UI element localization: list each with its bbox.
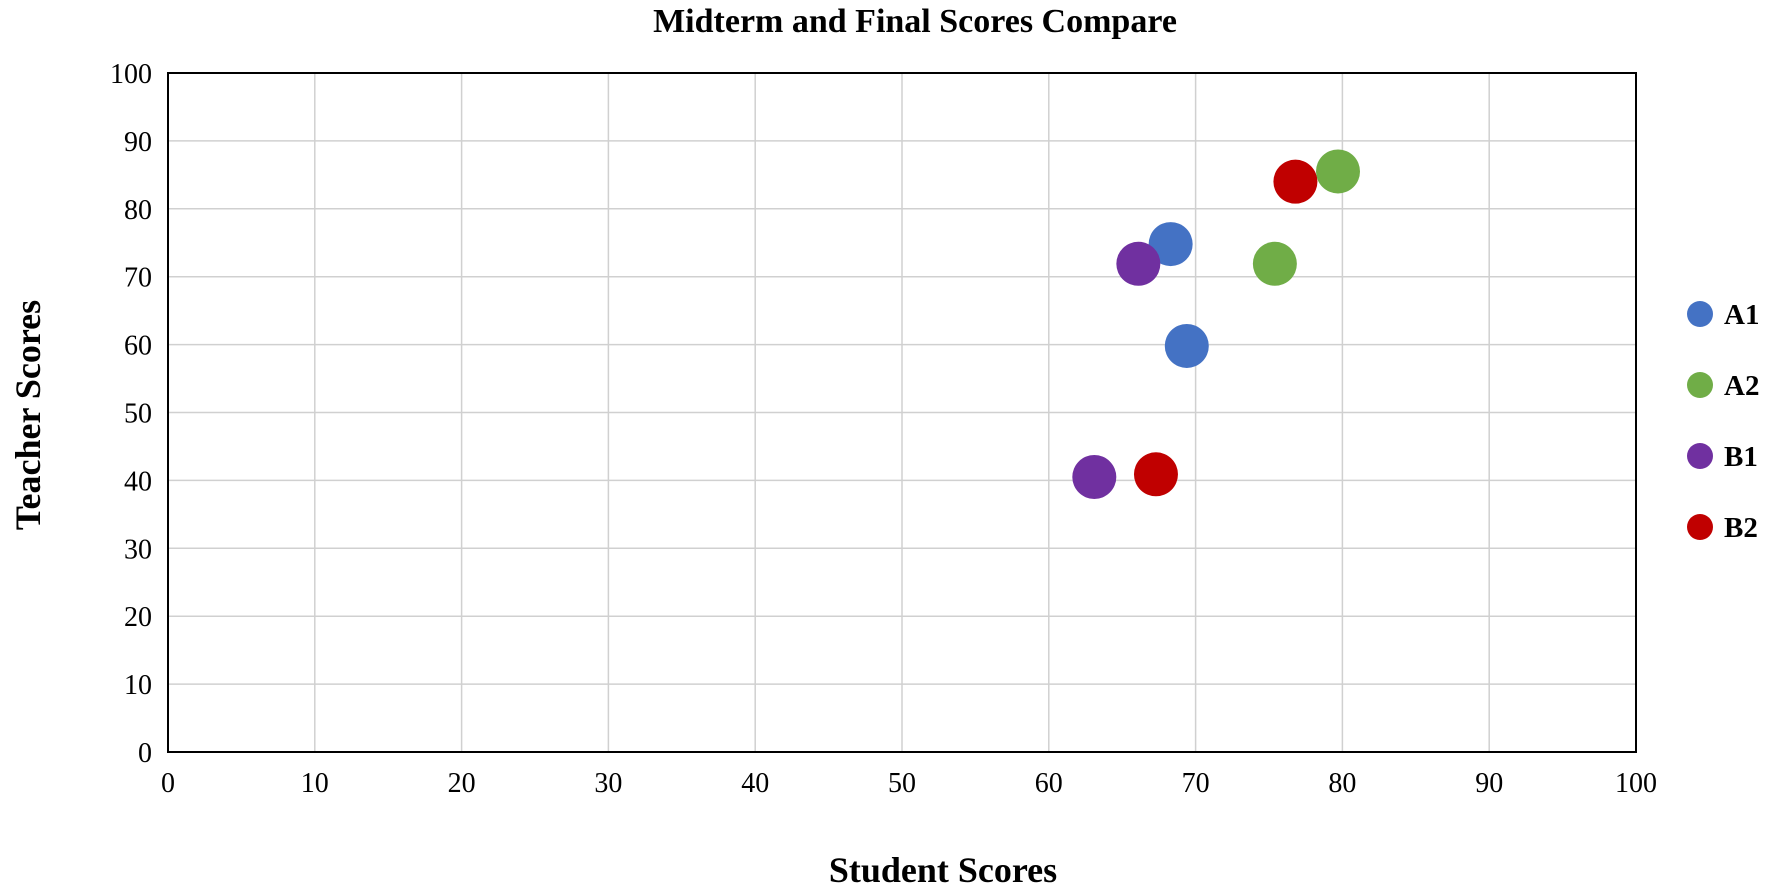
legend-marker-a2 [1687,372,1713,398]
x-tick-label: 80 [1328,768,1356,799]
y-tick-label: 40 [124,466,152,497]
y-tick-label: 0 [138,738,152,769]
x-tick-label: 10 [301,768,329,799]
data-point-b1 [1072,455,1117,500]
legend-label-b1: B1 [1724,441,1758,473]
legend-marker-b2 [1687,514,1713,540]
y-tick-label: 70 [124,263,152,294]
legend-marker-a1 [1687,301,1713,327]
x-tick-label: 50 [888,768,916,799]
data-points [1072,149,1360,500]
data-point-a1 [1148,222,1193,267]
legend-marker-b1 [1687,443,1713,469]
y-tick-label: 60 [124,331,152,362]
data-point-a2 [1252,241,1297,286]
data-point-b1 [1116,241,1161,286]
x-tick-label: 70 [1182,768,1210,799]
y-tick-label: 50 [124,399,152,430]
tick-labels: 0 10 20 30 40 50 60 70 80 90 100 0 10 20 30 40 50 60 70 80 9… [110,59,1657,799]
plot-frame [167,72,1637,753]
x-tick-label: 40 [741,768,769,799]
y-tick-label: 90 [124,127,152,158]
x-tick-label: 100 [1615,768,1657,799]
data-point-a2 [1315,149,1360,194]
data-point-a1 [1164,323,1209,368]
data-point-b2 [1133,452,1178,497]
plot-border [167,72,1637,753]
x-tick-label: 0 [161,768,175,799]
gridlines [168,73,1636,752]
x-tick-label: 60 [1035,768,1063,799]
legend: A1 A2 B1 B2 [1687,299,1759,544]
chart-title: Midterm and Final Scores Compare [653,3,1177,40]
y-tick-label: 10 [124,670,152,701]
y-tick-label: 20 [124,602,152,633]
x-tick-label: 90 [1475,768,1503,799]
y-axis-title: Teacher Scores [8,300,48,530]
data-point-b2 [1273,159,1318,204]
legend-label-a1: A1 [1724,299,1759,331]
x-tick-label: 20 [448,768,476,799]
y-tick-label: 80 [124,195,152,226]
legend-label-b2: B2 [1724,512,1758,544]
x-axis-title: Student Scores [829,850,1057,890]
y-tick-label: 100 [110,59,152,90]
legend-label-a2: A2 [1724,370,1759,402]
x-tick-label: 30 [594,768,622,799]
y-tick-label: 30 [124,534,152,565]
